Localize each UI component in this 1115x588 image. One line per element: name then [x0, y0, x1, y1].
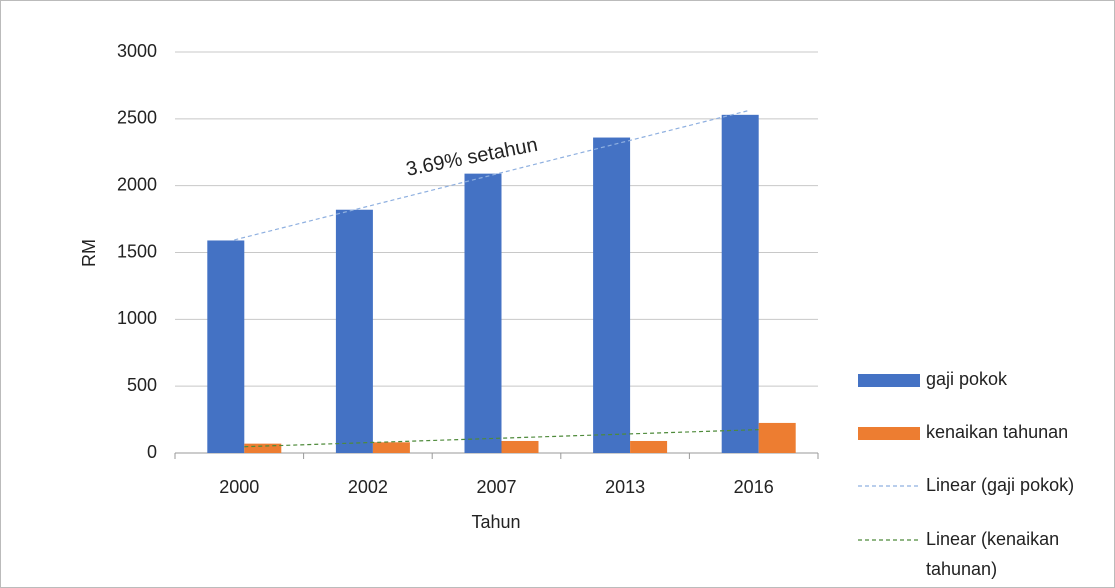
bar — [244, 443, 282, 453]
bar — [721, 114, 759, 453]
y-tick-label: 2000 — [117, 174, 157, 194]
y-tick-label: 2500 — [117, 108, 157, 128]
y-tick-label: 500 — [127, 375, 157, 395]
legend-swatch — [858, 427, 920, 440]
x-tick-label: 2000 — [219, 477, 259, 497]
legend-label: Linear (kenaikan tahunan) — [926, 529, 1059, 579]
bar — [372, 442, 410, 453]
bar — [335, 209, 373, 453]
y-tick-label: 1000 — [117, 308, 157, 328]
bar — [207, 240, 245, 453]
bar — [630, 440, 668, 453]
x-axis-label: Tahun — [471, 512, 520, 532]
y-tick-label: 0 — [147, 442, 157, 462]
x-tick-label: 2007 — [476, 477, 516, 497]
y-axis-label: RM — [79, 239, 99, 267]
y-tick-label: 3000 — [117, 41, 157, 61]
legend-label: kenaikan tahunan — [926, 422, 1068, 442]
bar — [501, 440, 539, 453]
legend-swatch — [858, 374, 920, 387]
legend-label: Linear (gaji pokok) — [926, 475, 1074, 495]
legend-label: gaji pokok — [926, 369, 1008, 389]
x-tick-label: 2002 — [348, 477, 388, 497]
y-tick-label: 1500 — [117, 241, 157, 261]
bar — [758, 422, 796, 453]
trendline — [244, 429, 759, 448]
x-tick-label: 2016 — [734, 477, 774, 497]
bar — [464, 173, 502, 454]
x-tick-label: 2013 — [605, 477, 645, 497]
bar — [593, 137, 631, 453]
trendline — [234, 109, 749, 241]
